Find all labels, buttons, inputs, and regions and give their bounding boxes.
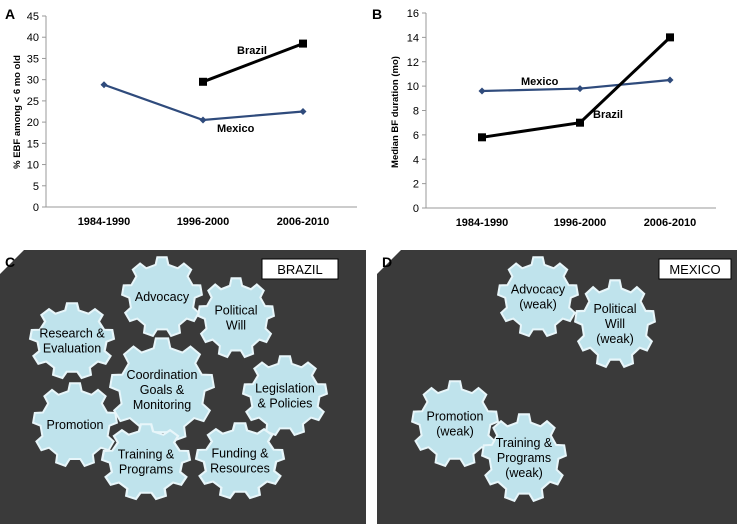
gear-label: Research & Evaluation — [39, 327, 105, 356]
x-tick-label: 2006-2010 — [277, 216, 330, 228]
gear-shape — [496, 256, 580, 338]
gear-label: Legislation & Policies — [255, 382, 315, 411]
data-point — [576, 118, 584, 127]
series-line — [103, 83, 304, 122]
gear: Promotion — [31, 382, 119, 468]
gear-shape — [196, 277, 276, 359]
gear-shape — [241, 355, 329, 437]
x-tick-label: 1984-1990 — [78, 216, 131, 228]
series-label: Brazil — [237, 45, 267, 57]
panel-letter: D — [382, 254, 392, 270]
corner-notch — [377, 250, 401, 274]
data-point — [299, 39, 307, 48]
y-tick-label: 5 — [33, 181, 39, 193]
series-label: Brazil — [593, 109, 623, 121]
series-line — [481, 78, 671, 93]
y-tick-label: 8 — [413, 106, 419, 118]
data-point — [199, 116, 207, 124]
gear: Training & Programs — [100, 423, 192, 501]
data-point — [576, 85, 584, 93]
corner-notch — [0, 250, 24, 274]
x-tick-label: 1984-1990 — [456, 217, 509, 229]
y-tick-label: 15 — [27, 138, 39, 150]
data-point — [100, 81, 108, 89]
y-tick-label: 45 — [27, 11, 39, 23]
y-tick-label: 20 — [27, 117, 39, 129]
gear: Promotion (weak) — [410, 380, 500, 468]
series-brazil: Brazil — [199, 39, 307, 86]
data-point — [299, 108, 307, 115]
x-tick-label: 1996-2000 — [554, 217, 607, 229]
y-tick-label: 40 — [27, 32, 39, 44]
y-tick-label: 16 — [407, 8, 419, 20]
x-tick-label: 1996-2000 — [177, 216, 230, 228]
country-label: BRAZIL — [277, 262, 323, 277]
gear-label: Funding & Resources — [210, 447, 270, 476]
gear: Funding & Resources — [194, 422, 286, 500]
y-tick-label: 0 — [33, 202, 39, 214]
gear: Political Will — [196, 277, 276, 359]
country-label: MEXICO — [669, 262, 720, 277]
y-tick-label: 25 — [27, 96, 39, 108]
gear: Training & Programs (weak) — [480, 413, 568, 503]
data-point — [666, 76, 674, 84]
gear-shape — [194, 422, 286, 500]
gear: Advocacy (weak) — [496, 256, 580, 338]
gear-shape — [410, 380, 500, 468]
gear-shape — [480, 413, 568, 503]
y-tick-label: 10 — [407, 81, 419, 93]
y-tick-label: 0 — [413, 203, 419, 215]
gear: Legislation & Policies — [241, 355, 329, 437]
y-tick-label: 30 — [27, 75, 39, 87]
gear-shape — [573, 279, 657, 369]
gear-label: Promotion (weak) — [427, 410, 484, 439]
country-box — [261, 258, 339, 280]
gear-shape — [31, 382, 119, 468]
panel-letter: A — [5, 6, 15, 22]
gear-label: Coordination Goals & Monitoring — [127, 368, 198, 412]
gear-label: Political Will (weak) — [593, 302, 636, 346]
y-tick-label: 12 — [407, 57, 419, 69]
series-mexico: Mexico — [100, 81, 307, 135]
gear-shape — [28, 302, 116, 380]
gear: Advocacy — [120, 256, 204, 338]
series-line — [202, 42, 304, 84]
y-tick-label: 2 — [413, 179, 419, 191]
y-axis-label: Median BF duration (mo) — [390, 56, 401, 168]
data-point — [478, 133, 486, 142]
y-tick-label: 14 — [407, 32, 419, 44]
country-box — [658, 258, 732, 280]
diagram-panel-c: C BRAZIL Advocacy Political Will Research & Ev… — [0, 250, 366, 524]
data-point — [199, 77, 207, 86]
gear-label: Training & Programs (weak) — [496, 436, 553, 480]
chart-panel-b: B 0 2 4 6 8 10 12 14 16 1984-1990 1996-2000 2006-201… — [372, 6, 716, 229]
panel-letter: C — [5, 254, 15, 270]
gear: Coordination Goals & Monitoring — [108, 337, 216, 442]
series-label: Mexico — [217, 123, 255, 135]
gear-shape — [100, 423, 192, 501]
series-label: Mexico — [521, 76, 559, 88]
y-tick-label: 4 — [413, 154, 419, 166]
gear-label: Advocacy — [135, 290, 190, 304]
gear: Political Will (weak) — [573, 279, 657, 369]
diagram-panel-d: D MEXICO Advocacy (weak) Political Will (weak)… — [377, 250, 737, 524]
y-tick-label: 35 — [27, 53, 39, 65]
panel-letter: B — [372, 6, 382, 22]
gear-shape — [120, 256, 204, 338]
gear-label: Political Will — [214, 304, 257, 333]
chart-panel-a: A 0 5 10 15 20 25 30 35 40 45 1984-1990 1996-2000 200… — [5, 6, 357, 228]
gear: Research & Evaluation — [28, 302, 116, 380]
y-axis-label: % EBF among < 6 mo old — [12, 55, 23, 169]
gear-label: Advocacy (weak) — [511, 283, 566, 312]
series-mexico: Mexico — [478, 76, 674, 95]
gear-label: Training & Programs — [118, 448, 175, 477]
series-brazil: Brazil — [478, 33, 674, 142]
data-point — [666, 33, 674, 42]
x-tick-label: 2006-2010 — [644, 217, 697, 229]
gear-label: Promotion — [47, 418, 104, 432]
y-tick-label: 6 — [413, 130, 419, 142]
data-point — [478, 87, 486, 95]
y-tick-label: 10 — [27, 160, 39, 172]
